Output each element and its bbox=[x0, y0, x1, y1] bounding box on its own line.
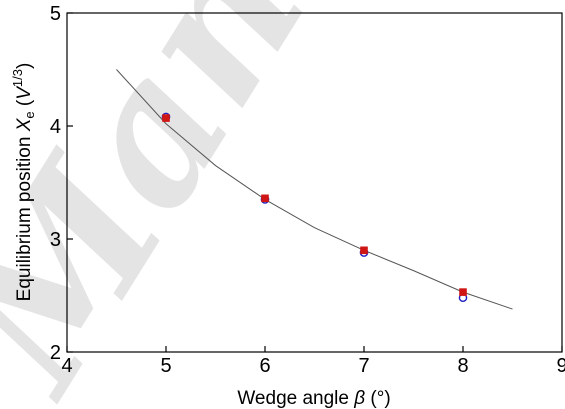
series-layer bbox=[116, 69, 513, 310]
data-point-filled-square bbox=[459, 288, 467, 296]
y-tick-label: 4 bbox=[50, 116, 61, 138]
y-axis: 2 3 4 5 bbox=[50, 3, 73, 364]
data-point-filled-square bbox=[162, 114, 170, 122]
x-axis: 4 5 6 7 8 9 bbox=[61, 346, 565, 377]
x-tick-label: 8 bbox=[457, 355, 468, 377]
y-tick-label: 5 bbox=[50, 3, 61, 25]
fit-curve bbox=[116, 69, 513, 310]
data-point-filled-square bbox=[261, 194, 269, 203]
data-point-filled-square bbox=[360, 246, 368, 255]
y-tick-label: 3 bbox=[50, 229, 61, 251]
x-tick-label: 4 bbox=[61, 355, 72, 377]
plot-frame bbox=[66, 12, 563, 353]
x-tick-label: 9 bbox=[556, 355, 565, 377]
x-axis-label: Wedge angle β (°) bbox=[237, 388, 390, 409]
y-tick-label: 2 bbox=[50, 342, 61, 364]
x-tick-label: 7 bbox=[358, 355, 369, 377]
y-axis-label: Equilibrium position Xe (V1/3) bbox=[10, 63, 37, 302]
x-tick-label: 5 bbox=[160, 355, 171, 377]
x-tick-label: 6 bbox=[259, 355, 270, 377]
